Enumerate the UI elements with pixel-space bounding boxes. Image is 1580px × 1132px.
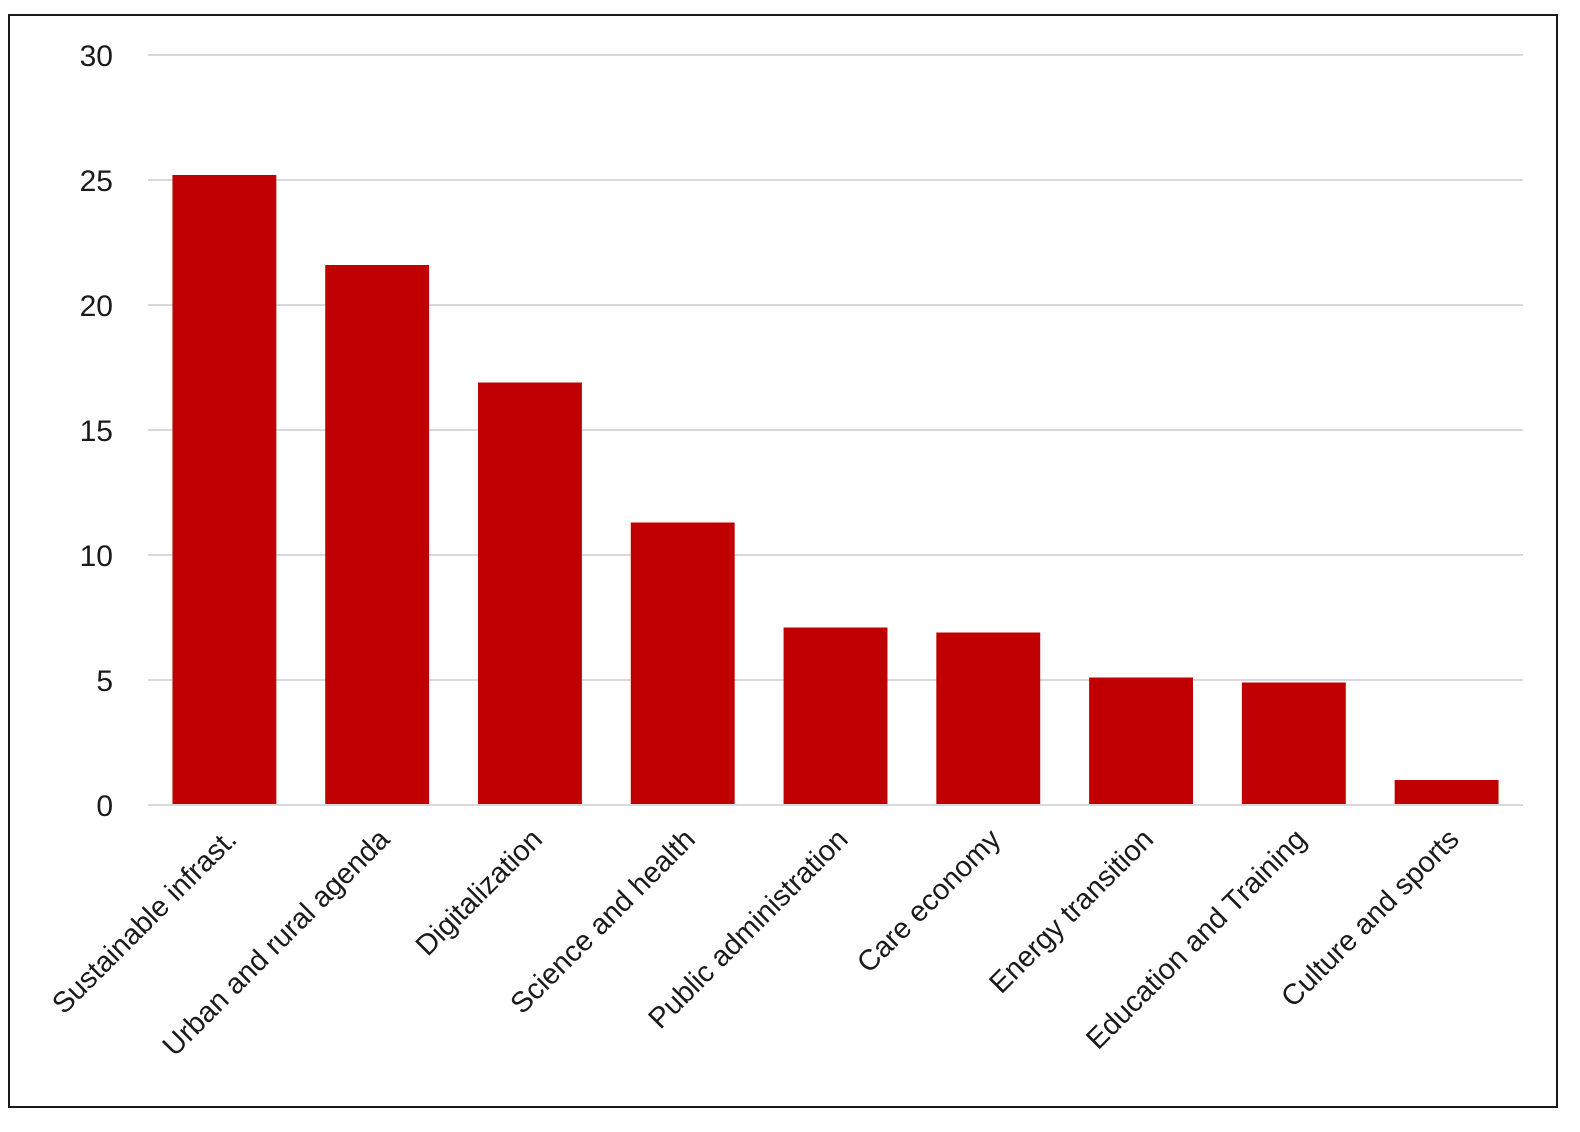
bar [630, 522, 735, 805]
bar [936, 632, 1041, 805]
bar [478, 382, 582, 805]
y-tick-label: 15 [80, 415, 113, 448]
y-tick-label: 20 [80, 290, 113, 323]
bar [1241, 682, 1346, 805]
bar [1089, 677, 1193, 805]
y-tick-label: 0 [96, 790, 113, 823]
x-category-label: Care economy [851, 823, 1007, 979]
y-tick-label: 30 [80, 40, 113, 73]
y-tick-label: 25 [80, 165, 113, 198]
bar [1394, 780, 1499, 805]
x-axis-category-labels: Sustainable infrast.Urban and rural agen… [46, 823, 1465, 1063]
bar [783, 627, 888, 805]
y-tick-label: 5 [96, 665, 113, 698]
bars [172, 175, 1499, 805]
bar [325, 265, 430, 805]
y-axis-ticks: 0 5 10 15 20 25 30 [80, 40, 113, 823]
x-category-label: Energy transition [983, 823, 1160, 1000]
bar [172, 175, 277, 805]
x-category-label: Digitalization [410, 823, 549, 962]
y-tick-label: 10 [80, 540, 113, 573]
